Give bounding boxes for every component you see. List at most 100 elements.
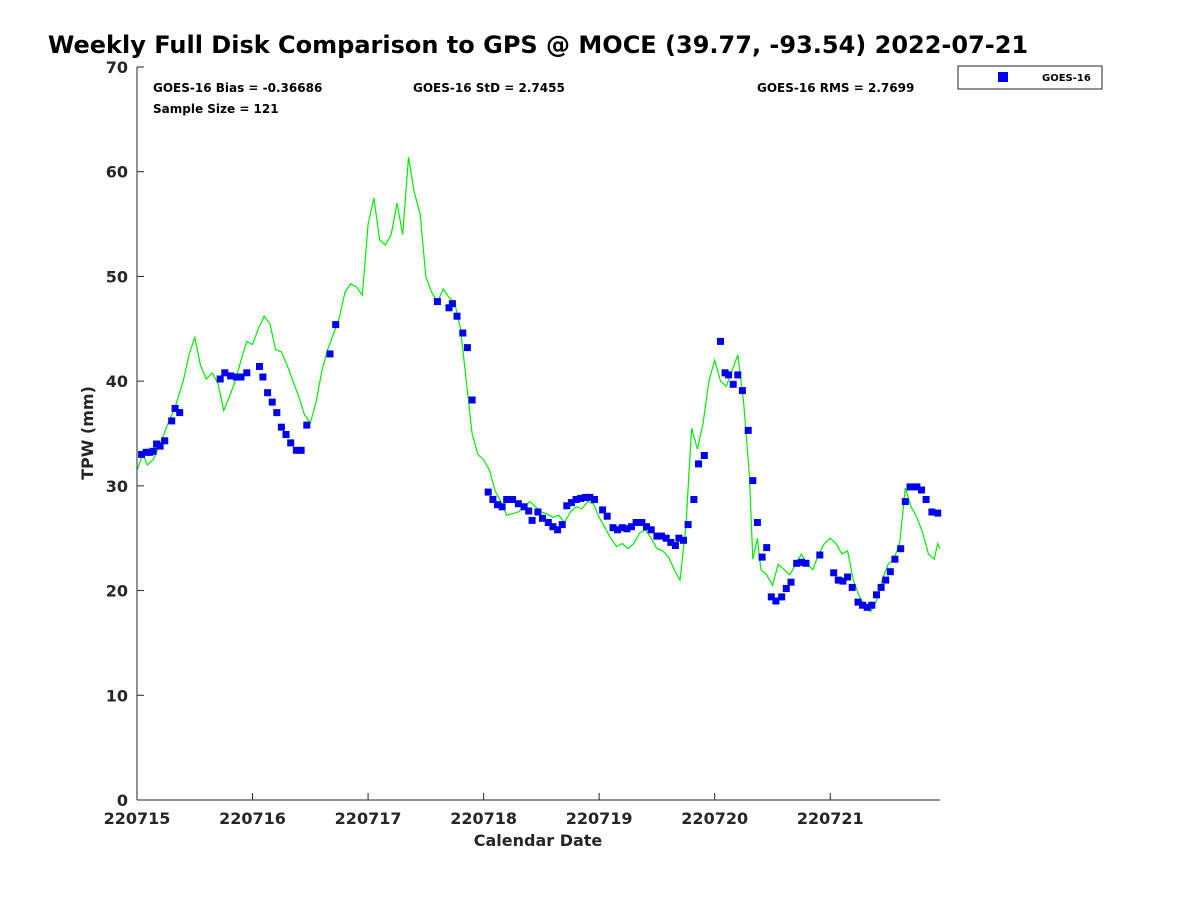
- goes16-point: [156, 442, 164, 450]
- goes16-point: [221, 369, 229, 377]
- goes16-point: [297, 446, 305, 454]
- x-ticks: 220715 220716 220717 220718 220719 220720 2207…: [104, 793, 864, 828]
- y-tick-label: 40: [106, 372, 128, 391]
- goes16-point: [563, 502, 571, 510]
- goes16-point: [544, 519, 552, 526]
- goes16-point: [433, 298, 441, 306]
- plot-area: [136, 157, 942, 613]
- goes16-point: [675, 534, 683, 542]
- y-tick-label: 0: [117, 791, 128, 810]
- goes16-point: [448, 300, 456, 308]
- goes16-point: [618, 524, 626, 532]
- goes16-point: [744, 426, 752, 434]
- goes16-point: [614, 526, 622, 534]
- goes16-point: [834, 576, 842, 584]
- goes16-point: [171, 404, 179, 412]
- goes16-point: [906, 483, 914, 491]
- stat-sample-size: Sample Size = 121: [153, 102, 279, 116]
- goes16-point: [643, 523, 650, 531]
- goes16-point: [503, 496, 511, 503]
- goes16-point: [332, 321, 340, 329]
- goes16-point: [149, 447, 157, 455]
- goes16-point: [725, 371, 733, 379]
- goes16-point: [609, 524, 617, 532]
- goes16-point: [268, 398, 276, 406]
- goes16-point: [256, 363, 263, 370]
- goes16-point: [787, 578, 795, 586]
- goes16-point: [830, 569, 838, 577]
- legend-box: [957, 65, 1103, 90]
- goes16-point: [934, 509, 942, 517]
- goes16-point: [168, 417, 176, 425]
- goes16-point: [232, 373, 240, 381]
- goes16-point: [264, 389, 272, 397]
- goes16-point: [695, 460, 702, 468]
- goes16-point: [514, 500, 522, 508]
- goes16-point: [484, 488, 492, 496]
- goes16-point: [603, 512, 611, 520]
- goes16-point: [520, 503, 528, 511]
- goes16-point: [468, 396, 476, 404]
- goes16-point: [586, 493, 594, 501]
- goes16-point: [303, 421, 311, 429]
- goes16-point: [599, 506, 607, 514]
- goes16-point: [918, 486, 925, 494]
- goes16-point: [632, 519, 640, 526]
- goes16-point: [782, 585, 790, 592]
- goes16-point: [844, 573, 852, 581]
- goes16-point: [753, 519, 761, 526]
- goes16-point: [287, 439, 295, 447]
- goes16-point: [581, 493, 589, 501]
- goes16-point: [734, 371, 742, 379]
- goes16-point: [662, 534, 670, 542]
- goes16-point: [891, 555, 899, 563]
- goes16-point: [638, 519, 646, 526]
- legend-label: GOES-16: [1042, 73, 1091, 84]
- goes16-point: [854, 598, 862, 606]
- goes16-point: [793, 559, 801, 567]
- x-tick-label: 220716: [219, 809, 286, 828]
- goes16-point: [549, 523, 557, 531]
- goes16-point: [558, 521, 566, 529]
- goes16-point: [738, 387, 746, 395]
- goes16-point: [277, 423, 285, 431]
- goes16-point: [554, 526, 562, 534]
- goes16-point: [868, 601, 876, 609]
- x-tick-label: 220720: [681, 809, 748, 828]
- gps-series-line: [136, 157, 941, 613]
- goes16-point: [690, 496, 698, 503]
- goes16-point: [567, 499, 575, 507]
- y-tick-label: 10: [106, 686, 128, 705]
- y-tick-label: 70: [106, 58, 128, 77]
- goes16-point: [877, 583, 885, 591]
- goes16-point: [667, 538, 675, 546]
- goes16-point: [498, 503, 506, 511]
- goes16-point: [326, 350, 334, 358]
- goes16-point: [717, 337, 724, 345]
- goes16-point: [729, 380, 737, 388]
- goes16-point: [138, 450, 146, 458]
- goes16-point: [273, 409, 281, 417]
- goes16-point: [176, 409, 184, 417]
- goes16-point: [653, 532, 661, 540]
- goes16-point: [758, 553, 766, 561]
- goes16-point: [763, 544, 771, 552]
- goes16-point: [161, 437, 169, 445]
- goes16-point: [539, 514, 546, 522]
- y-tick-label: 60: [106, 163, 128, 182]
- goes16-point: [489, 496, 497, 503]
- goes16-point: [243, 369, 251, 377]
- x-tick-label: 220715: [104, 809, 171, 828]
- goes16-point: [463, 344, 471, 352]
- x-tick-label: 220719: [566, 809, 633, 828]
- goes16-point: [292, 446, 300, 454]
- goes16-point: [922, 496, 930, 503]
- goes16-point: [591, 496, 598, 503]
- goes16-point: [534, 508, 542, 516]
- goes16-point: [658, 532, 665, 540]
- goes16-point: [772, 597, 780, 605]
- y-tick-label: 50: [106, 267, 128, 286]
- y-tick-label: 20: [106, 582, 128, 601]
- goes16-point: [816, 551, 824, 559]
- y-axis-label: TPW (mm): [78, 386, 97, 480]
